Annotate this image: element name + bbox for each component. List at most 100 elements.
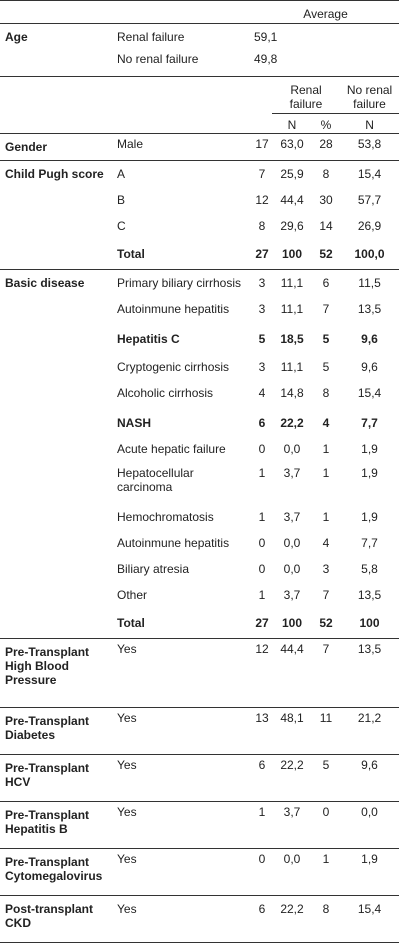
child-pugh-label: Child Pugh score [0, 160, 113, 270]
cell: 0 [258, 442, 266, 456]
age-value: 49,8 [254, 52, 278, 66]
cell: 100 [359, 616, 380, 630]
row-label: Hemochromatosis [117, 510, 214, 524]
cell: 13,5 [340, 638, 400, 708]
renal-failure-heading: Renal failure [272, 76, 340, 114]
cell: 15,4 [340, 160, 400, 189]
row-label: Acute hepatic failure [117, 442, 226, 456]
table-row: NASH 6 22,2 4 7,7 [0, 410, 399, 438]
row-label: Yes [113, 707, 252, 755]
row-label: Alcoholic cirrhosis [117, 386, 214, 400]
n-heading: N [287, 117, 297, 132]
cell: 57,7 [357, 193, 382, 207]
row-heading: Pre-Transplant Hepatitis B [0, 801, 113, 849]
cell: 5 [258, 332, 266, 346]
cell: 11,5 [340, 269, 400, 298]
row-label: A [113, 160, 252, 189]
cell: 8 [322, 386, 330, 400]
cell: 11,1 [272, 269, 312, 298]
cell: 22,2 [272, 754, 312, 802]
cell: 100 [281, 616, 303, 630]
row-label: Biliary atresia [117, 562, 190, 576]
cell: 5,8 [361, 562, 378, 576]
row-label: Cryptogenic cirrhosis [117, 360, 230, 374]
cell: 44,4 [280, 193, 304, 207]
table-row: Post-transplant CKD Yes 6 22,2 8 15,4 [0, 895, 400, 943]
cell: 3,7 [283, 510, 301, 524]
table-row: Pre-Transplant Hepatitis B Yes 1 3,7 0 0… [0, 801, 400, 849]
row-heading: Pre-Transplant Cytomegalovirus [0, 848, 113, 896]
table-row: Pre-Transplant High Blood Pressure Yes 1… [0, 638, 400, 708]
table-row: Hepatocellular carcinoma 1 3,7 1 1,9 [0, 462, 399, 506]
cell: 7 [312, 638, 340, 708]
table-row: Basic disease Primary biliary cirrhosis … [0, 269, 400, 639]
row-label: Hepatocellular carcinoma [117, 466, 194, 494]
cell: 1,9 [340, 848, 400, 896]
cell: 7,7 [361, 536, 378, 550]
cell: 4 [322, 536, 330, 550]
cell: 1 [258, 510, 266, 524]
cell: 3,7 [283, 466, 301, 480]
cell: 9,6 [361, 332, 378, 346]
cell: 0,0 [272, 848, 312, 896]
cell: 11,1 [280, 360, 304, 374]
cell: 6 [312, 269, 340, 298]
row-heading: Post-transplant CKD [0, 895, 113, 943]
cell: 3,7 [283, 588, 301, 602]
table-row: Acute hepatic failure 0 0,0 1 1,9 [0, 438, 399, 462]
row-heading: Pre-Transplant High Blood Pressure [0, 638, 113, 708]
basic-disease-label: Basic disease [0, 269, 113, 639]
cell: 22,2 [280, 416, 304, 430]
average-heading: Average [252, 0, 400, 24]
cell: 0,0 [283, 442, 301, 456]
row-label: Renal failure [113, 23, 252, 46]
table-row: Autoinmune hepatitis 3 11,1 7 13,5 [0, 298, 399, 326]
table-row: Alcoholic cirrhosis 4 14,8 8 15,4 [0, 382, 399, 410]
cell: 5 [312, 754, 340, 802]
cell: 6 [252, 895, 272, 943]
cell: 3 [258, 302, 266, 316]
cell: 12 [252, 638, 272, 708]
cell: 1 [252, 801, 272, 849]
total-label: Total [117, 247, 145, 261]
row-label: Yes [113, 895, 252, 943]
row-label: Yes [113, 754, 252, 802]
cell: 7,7 [361, 416, 378, 430]
table-row: Child Pugh score A 7 25,9 8 15,4 [0, 160, 400, 270]
cell: 1 [258, 466, 266, 480]
table-row: Cryptogenic cirrhosis 3 11,1 5 9,6 [0, 356, 399, 382]
cell: 28 [312, 133, 340, 161]
row-label: Autoinmune hepatitis [117, 536, 230, 550]
cell: 15,4 [340, 895, 400, 943]
cell: 4 [322, 416, 330, 430]
average-header-row: Average [0, 0, 400, 24]
total-row: Total 27 100 52 100,0 [0, 243, 399, 270]
cell: 27 [255, 247, 269, 261]
cell: 17 [252, 133, 272, 161]
cell: 25,9 [272, 160, 312, 189]
cell: 48,1 [272, 707, 312, 755]
table-row: C 8 29,6 14 26,9 [0, 215, 399, 243]
table-row: Other 1 3,7 7 13,5 [0, 584, 399, 612]
row-heading: Pre-Transplant Diabetes [0, 707, 113, 755]
table-row: Hepatitis C 5 18,5 5 9,6 [0, 326, 399, 356]
cell: 0,0 [283, 536, 301, 550]
gender-label: Gender [0, 133, 113, 161]
row-label: B [117, 193, 126, 207]
cell: 9,6 [361, 360, 378, 374]
cell: 3,7 [272, 801, 312, 849]
table-row: Hemochromatosis 1 3,7 1 1,9 [0, 506, 399, 532]
cell: 3 [322, 562, 330, 576]
cell: 1 [322, 466, 330, 480]
cell: 1 [322, 510, 330, 524]
table-row: Age Renal failure 59,1 [0, 23, 400, 77]
cell: 22,2 [272, 895, 312, 943]
cell: 9,6 [340, 754, 400, 802]
cell: 30 [319, 193, 333, 207]
table-row: No renal failure 49,8 [0, 46, 399, 77]
cell: 0,0 [283, 562, 301, 576]
cell: 1 [312, 848, 340, 896]
cell: 0 [258, 536, 266, 550]
row-label: Other [117, 588, 148, 602]
